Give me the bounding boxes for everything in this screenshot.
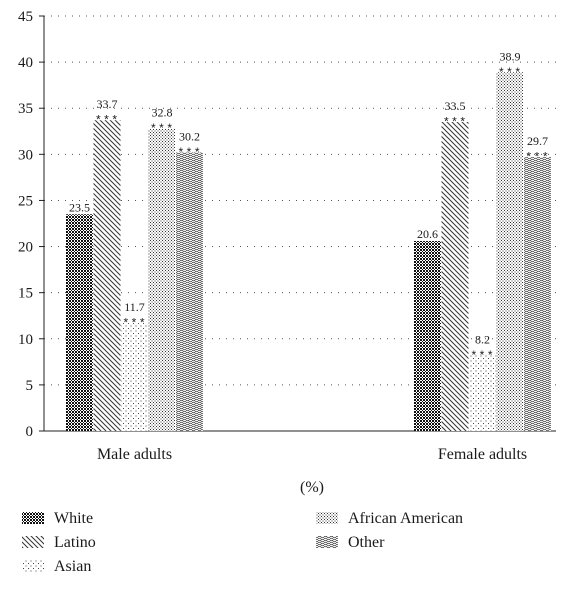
significance-marker: *** — [177, 146, 202, 160]
y-tick-label: 35 — [18, 101, 33, 117]
legend-swatch-white — [22, 512, 44, 524]
legend-swatch-other — [316, 536, 338, 548]
bar-african-american — [148, 128, 176, 431]
data-label: 11.7 — [124, 300, 145, 314]
data-label: 8.2 — [475, 332, 490, 346]
bar-asian — [121, 323, 148, 431]
significance-marker: *** — [443, 116, 468, 130]
legend: White Latino Asian African American Other — [22, 510, 463, 575]
y-tick-label: 45 — [18, 9, 33, 25]
legend-label: Other — [348, 534, 385, 551]
data-label: 33.7 — [97, 97, 118, 111]
y-tick-label: 10 — [18, 332, 33, 348]
data-label: 29.7 — [527, 134, 548, 148]
bar-latino — [93, 120, 121, 431]
x-category-label: Female adults — [438, 446, 527, 463]
y-tick-label: 15 — [18, 286, 33, 302]
legend-label: White — [54, 510, 93, 527]
bar-other — [524, 157, 551, 431]
y-tick-label: 30 — [18, 147, 33, 163]
x-category-label: Male adults — [97, 446, 172, 463]
bar-other — [176, 152, 203, 431]
significance-marker: *** — [470, 349, 495, 363]
bar-african-american — [496, 72, 524, 431]
significance-marker: *** — [150, 123, 175, 137]
y-tick-label: 5 — [26, 378, 34, 394]
significance-marker: *** — [95, 114, 120, 128]
legend-swatch-african-american — [316, 512, 338, 524]
bar-latino — [441, 122, 469, 432]
bar-white — [414, 241, 441, 431]
significance-marker: *** — [498, 66, 523, 80]
legend-label: African American — [348, 510, 463, 527]
y-tick-label: 20 — [18, 240, 33, 256]
bars — [66, 72, 551, 432]
bar-white — [66, 214, 93, 431]
legend-swatch-latino — [22, 536, 44, 548]
significance-marker: *** — [122, 317, 147, 331]
gridlines — [44, 15, 556, 386]
data-label: 33.5 — [445, 99, 466, 113]
data-label: 38.9 — [500, 49, 521, 63]
axes: 0 5 10 15 20 25 30 35 40 45 Male adults Female adul… — [18, 9, 556, 463]
bar-asian — [469, 355, 496, 431]
legend-label: Latino — [54, 534, 96, 551]
data-labels: 23.5 33.7 *** 11.7 *** 32.8 *** 30.2 *** 20.6 33.5… — [69, 49, 550, 363]
y-tick-label: 0 — [26, 424, 34, 440]
data-label: 23.5 — [69, 200, 90, 214]
y-tick-label: 25 — [18, 193, 33, 209]
y-tick-label: 40 — [18, 55, 33, 71]
data-label: 30.2 — [179, 129, 200, 143]
legend-label: Asian — [54, 558, 91, 575]
data-label: 20.6 — [417, 227, 438, 241]
data-label: 32.8 — [152, 106, 173, 120]
significance-marker: *** — [525, 151, 550, 165]
legend-swatch-asian — [22, 560, 44, 572]
x-axis-title: (%) — [300, 479, 324, 496]
